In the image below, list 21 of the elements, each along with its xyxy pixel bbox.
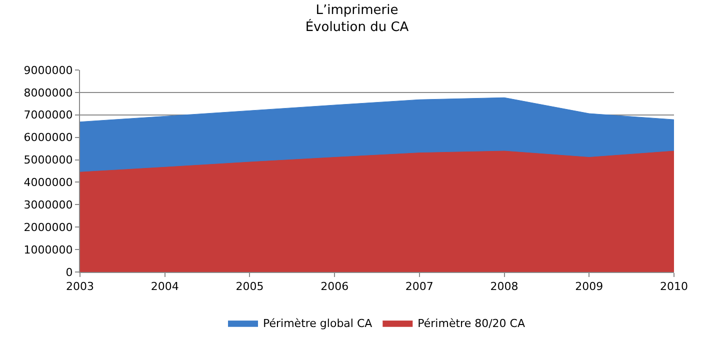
y-tick-label: 4000000 <box>24 176 73 190</box>
y-tick-label: 7000000 <box>24 108 73 122</box>
y-tick-label: 3000000 <box>24 198 73 212</box>
y-tick-label: 1000000 <box>24 243 73 256</box>
y-tick-label: 8000000 <box>24 86 73 100</box>
x-tick-label: 2003 <box>66 280 94 294</box>
legend-label: Périmètre global CA <box>263 317 373 330</box>
y-tick-label: 5000000 <box>24 154 73 167</box>
y-tick-label: 0 <box>66 266 73 279</box>
legend-label: Périmètre 80/20 CA <box>418 317 526 330</box>
x-tick-label: 2008 <box>490 280 518 294</box>
y-tick-label: 9000000 <box>24 64 73 77</box>
x-tick-label: 2010 <box>660 280 688 294</box>
x-tick-label: 2004 <box>150 280 179 294</box>
x-tick-label: 2009 <box>575 280 604 294</box>
x-tick-label: 2005 <box>236 280 264 294</box>
y-tick-label: 6000000 <box>24 131 73 144</box>
chart-title: L’imprimerie Évolution du CA <box>305 2 409 35</box>
y-tick-label: 2000000 <box>24 220 73 234</box>
x-tick-label: 2006 <box>320 280 349 294</box>
x-tick-label: 2007 <box>405 280 434 294</box>
